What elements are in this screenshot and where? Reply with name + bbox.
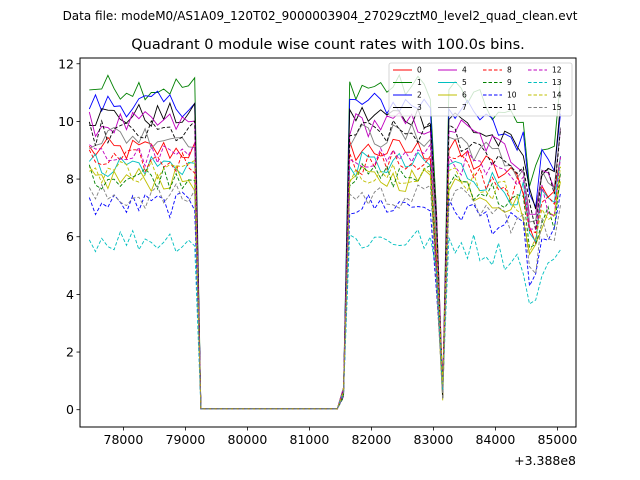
legend-label-12: 12 <box>552 66 562 75</box>
x-offset-label: +3.388e8 <box>514 453 576 468</box>
x-tick-label: 81000 <box>290 432 330 447</box>
legend-label-10: 10 <box>507 91 517 100</box>
legend-label-0: 0 <box>417 66 422 75</box>
series-line-7 <box>89 122 561 410</box>
y-tick-label: 0 <box>66 402 74 417</box>
series-line-14 <box>89 159 561 410</box>
legend-label-14: 14 <box>552 91 562 100</box>
y-axis: 0 2 4 6 8 10 12 <box>58 56 80 417</box>
x-tick-label: 80000 <box>228 432 268 447</box>
legend-label-5: 5 <box>462 78 467 87</box>
legend-label-13: 13 <box>552 78 562 87</box>
plot-area <box>79 57 577 428</box>
series-group <box>88 73 561 410</box>
legend-label-9: 9 <box>507 78 512 87</box>
legend-label-1: 1 <box>417 78 422 87</box>
legend-frame <box>388 62 573 117</box>
chart-title: Quadrant 0 module wise count rates with … <box>131 37 525 53</box>
series-line-6 <box>88 164 561 410</box>
legend-label-3: 3 <box>417 103 422 112</box>
x-axis: 78000 79000 80000 81000 82000 83000 84000 85000 <box>104 427 578 447</box>
y-tick-label: 4 <box>66 287 74 302</box>
series-line-10 <box>88 191 561 410</box>
x-tick-label: 85000 <box>538 432 578 447</box>
y-tick-label: 10 <box>58 114 74 129</box>
legend-label-11: 11 <box>507 103 517 112</box>
series-line-13 <box>88 228 561 410</box>
legend-label-15: 15 <box>552 103 562 112</box>
chart-suptitle: Data file: modeM0/AS1A09_120T02_90000039… <box>63 9 578 23</box>
series-line-8 <box>88 148 561 410</box>
x-tick-label: 82000 <box>352 432 392 447</box>
series-line-15 <box>88 182 561 410</box>
x-tick-label: 78000 <box>104 432 144 447</box>
legend-label-4: 4 <box>462 66 467 75</box>
legend-label-7: 7 <box>462 103 467 112</box>
series-line-0 <box>88 136 561 410</box>
series-line-5 <box>88 151 561 410</box>
x-tick-label: 79000 <box>166 432 206 447</box>
x-tick-label: 83000 <box>414 432 454 447</box>
legend-label-2: 2 <box>417 91 422 100</box>
y-tick-label: 12 <box>58 56 74 71</box>
series-line-9 <box>88 162 561 410</box>
series-line-1 <box>89 73 561 410</box>
series-line-12 <box>89 142 561 410</box>
series-line-2 <box>88 90 561 410</box>
y-tick-label: 2 <box>66 345 74 360</box>
legend-label-8: 8 <box>507 66 512 75</box>
y-tick-label: 6 <box>66 229 74 244</box>
legend-label-6: 6 <box>462 91 467 100</box>
x-tick-label: 84000 <box>476 432 516 447</box>
y-tick-label: 8 <box>66 172 74 187</box>
